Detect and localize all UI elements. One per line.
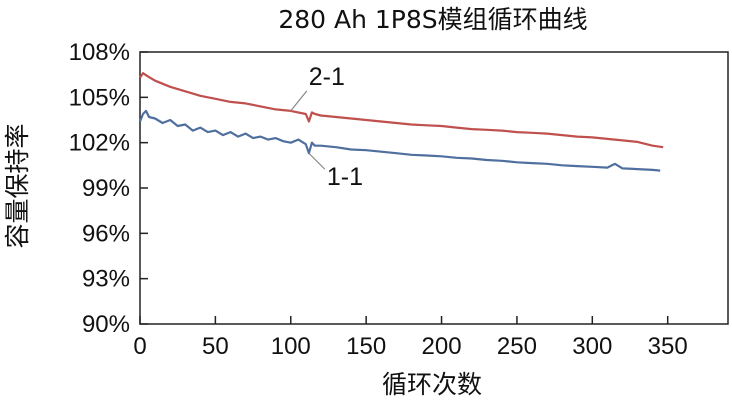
series-annotation-leader xyxy=(290,90,308,112)
series-annotation-leader xyxy=(308,152,326,170)
annotation-layer: 2-1 1-1 xyxy=(290,63,363,191)
y-tick-label: 96% xyxy=(82,220,130,247)
x-tick-label: 150 xyxy=(346,333,386,360)
y-axis-ticks: 90% 93% 96% 99% 102% 105% 108% xyxy=(69,39,148,338)
series-annotation-label: 1-1 xyxy=(327,163,363,191)
x-tick-label: 0 xyxy=(133,333,146,360)
x-axis-label: 循环次数 xyxy=(382,370,482,399)
x-tick-label: 350 xyxy=(648,333,688,360)
x-tick-label: 200 xyxy=(422,333,462,360)
series-line-2-1 xyxy=(139,72,664,149)
x-tick-label: 100 xyxy=(271,333,311,360)
series-line-1-1 xyxy=(138,109,661,172)
x-tick-label: 250 xyxy=(497,333,537,360)
series-annotation-label: 2-1 xyxy=(309,63,345,91)
x-tick-label: 50 xyxy=(202,333,229,360)
y-tick-label: 102% xyxy=(69,130,130,157)
y-tick-label: 99% xyxy=(82,175,130,202)
x-tick-label: 300 xyxy=(572,333,612,360)
y-tick-label: 105% xyxy=(69,84,130,111)
series-layer xyxy=(138,72,664,172)
y-tick-label: 93% xyxy=(82,266,130,293)
chart-title: 280 Ah 1P8S模组循环曲线 xyxy=(278,5,587,34)
y-tick-label: 90% xyxy=(82,311,130,338)
x-axis-ticks: 0 50 100 150 200 250 300 350 xyxy=(133,316,688,360)
y-axis-label: 容量保持率 xyxy=(3,123,32,248)
plot-frame xyxy=(139,51,729,325)
y-tick-label: 108% xyxy=(69,39,130,66)
